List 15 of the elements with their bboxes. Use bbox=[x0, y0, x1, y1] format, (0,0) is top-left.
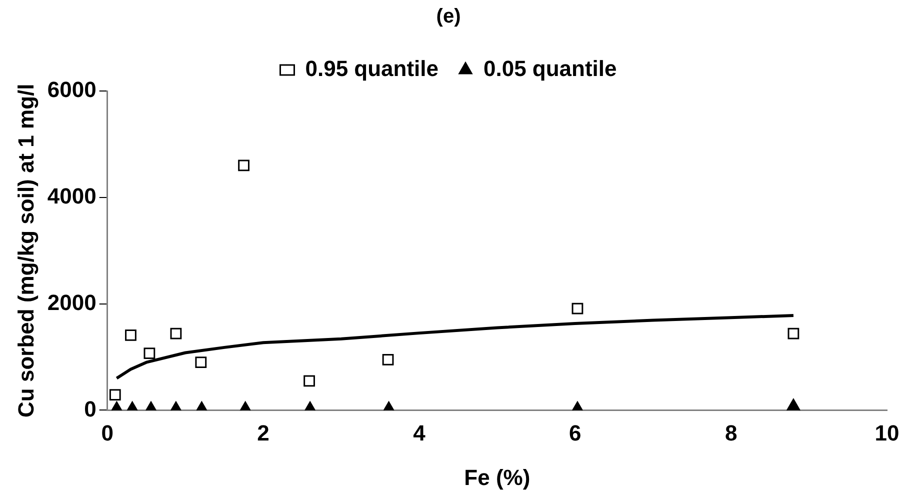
y-tick-label: 6000 bbox=[47, 77, 96, 102]
legend-label: 0.95 quantile bbox=[305, 56, 439, 82]
x-tick-label: 10 bbox=[874, 420, 900, 446]
x-tick-label: 8 bbox=[724, 420, 738, 446]
x-tick-label: 0 bbox=[101, 420, 114, 446]
y-tick-label: 2000 bbox=[47, 290, 96, 315]
x-tick-label: 4 bbox=[413, 420, 426, 446]
y-axis-title: Cu sorbed (mg/kg soil) at 1 mg/l bbox=[13, 84, 38, 418]
x-tick-label: 2 bbox=[257, 420, 270, 446]
legend-label: 0.05 quantile bbox=[484, 56, 617, 82]
chart-title: (e) bbox=[436, 6, 461, 28]
y-tick-label: 4000 bbox=[47, 183, 96, 208]
y-tick-label: 0 bbox=[84, 396, 96, 422]
x-axis-title: Fe (%) bbox=[464, 464, 530, 490]
x-tick-label: 6 bbox=[569, 420, 582, 446]
